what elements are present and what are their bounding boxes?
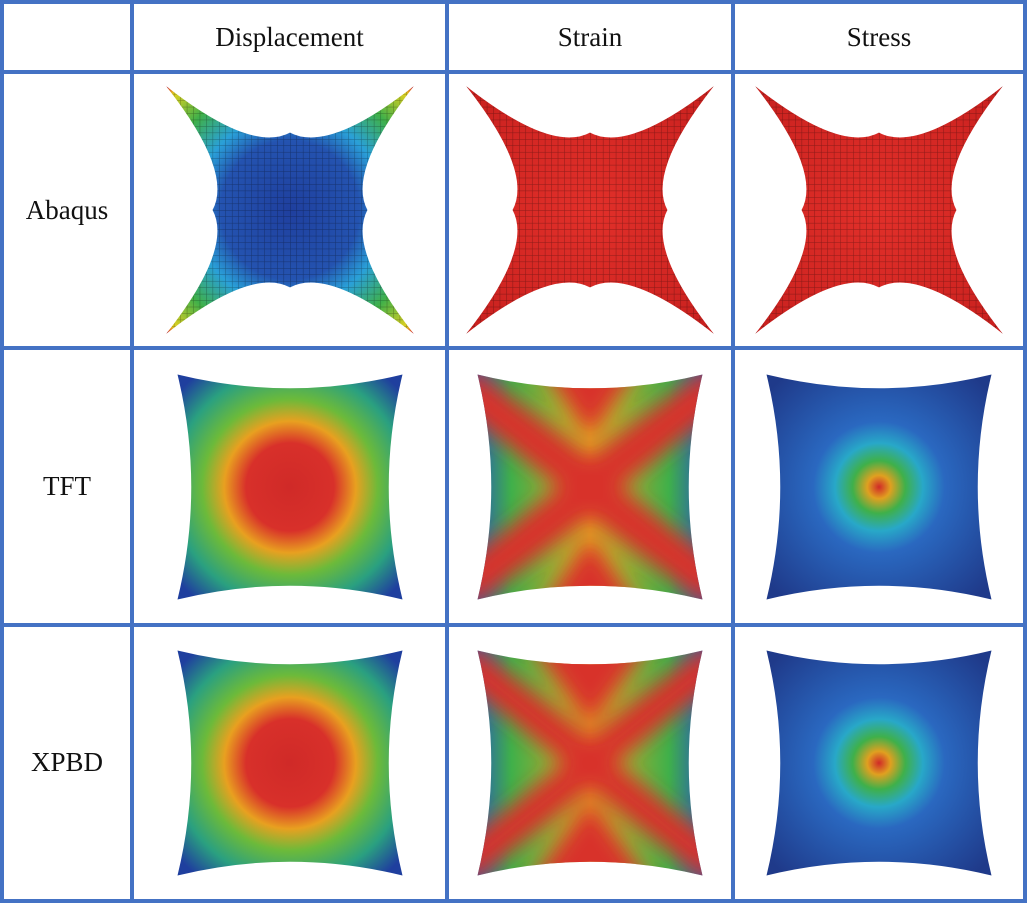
cell-tft-displacement [130,346,449,627]
cell-xpbd-displacement [130,622,449,903]
cell-abaqus-stress [731,70,1027,351]
cell-tft-stress [731,346,1027,627]
cell-tft-strain [445,346,735,627]
tft-displacement-image [177,374,402,599]
tft-strain-image [477,374,703,599]
abaqus-displacement-image [165,86,414,335]
xpbd-stress-image [766,650,992,876]
cell-abaqus-strain [445,70,735,351]
column-header-stress: Stress [731,0,1027,75]
row-label-tft: TFT [0,346,134,627]
row-label-abaqus: Abaqus [0,70,134,351]
corner-cell [0,0,134,75]
xpbd-displacement-image [177,650,402,876]
cell-xpbd-stress [731,622,1027,903]
cell-abaqus-displacement [130,70,449,351]
xpbd-strain-image [477,650,703,876]
row-label-xpbd: XPBD [0,622,134,903]
column-header-displacement: Displacement [130,0,449,75]
abaqus-strain-image [466,86,714,335]
column-header-strain: Strain [445,0,735,75]
tft-stress-image [766,374,992,599]
abaqus-stress-image [755,86,1003,335]
cell-xpbd-strain [445,622,735,903]
